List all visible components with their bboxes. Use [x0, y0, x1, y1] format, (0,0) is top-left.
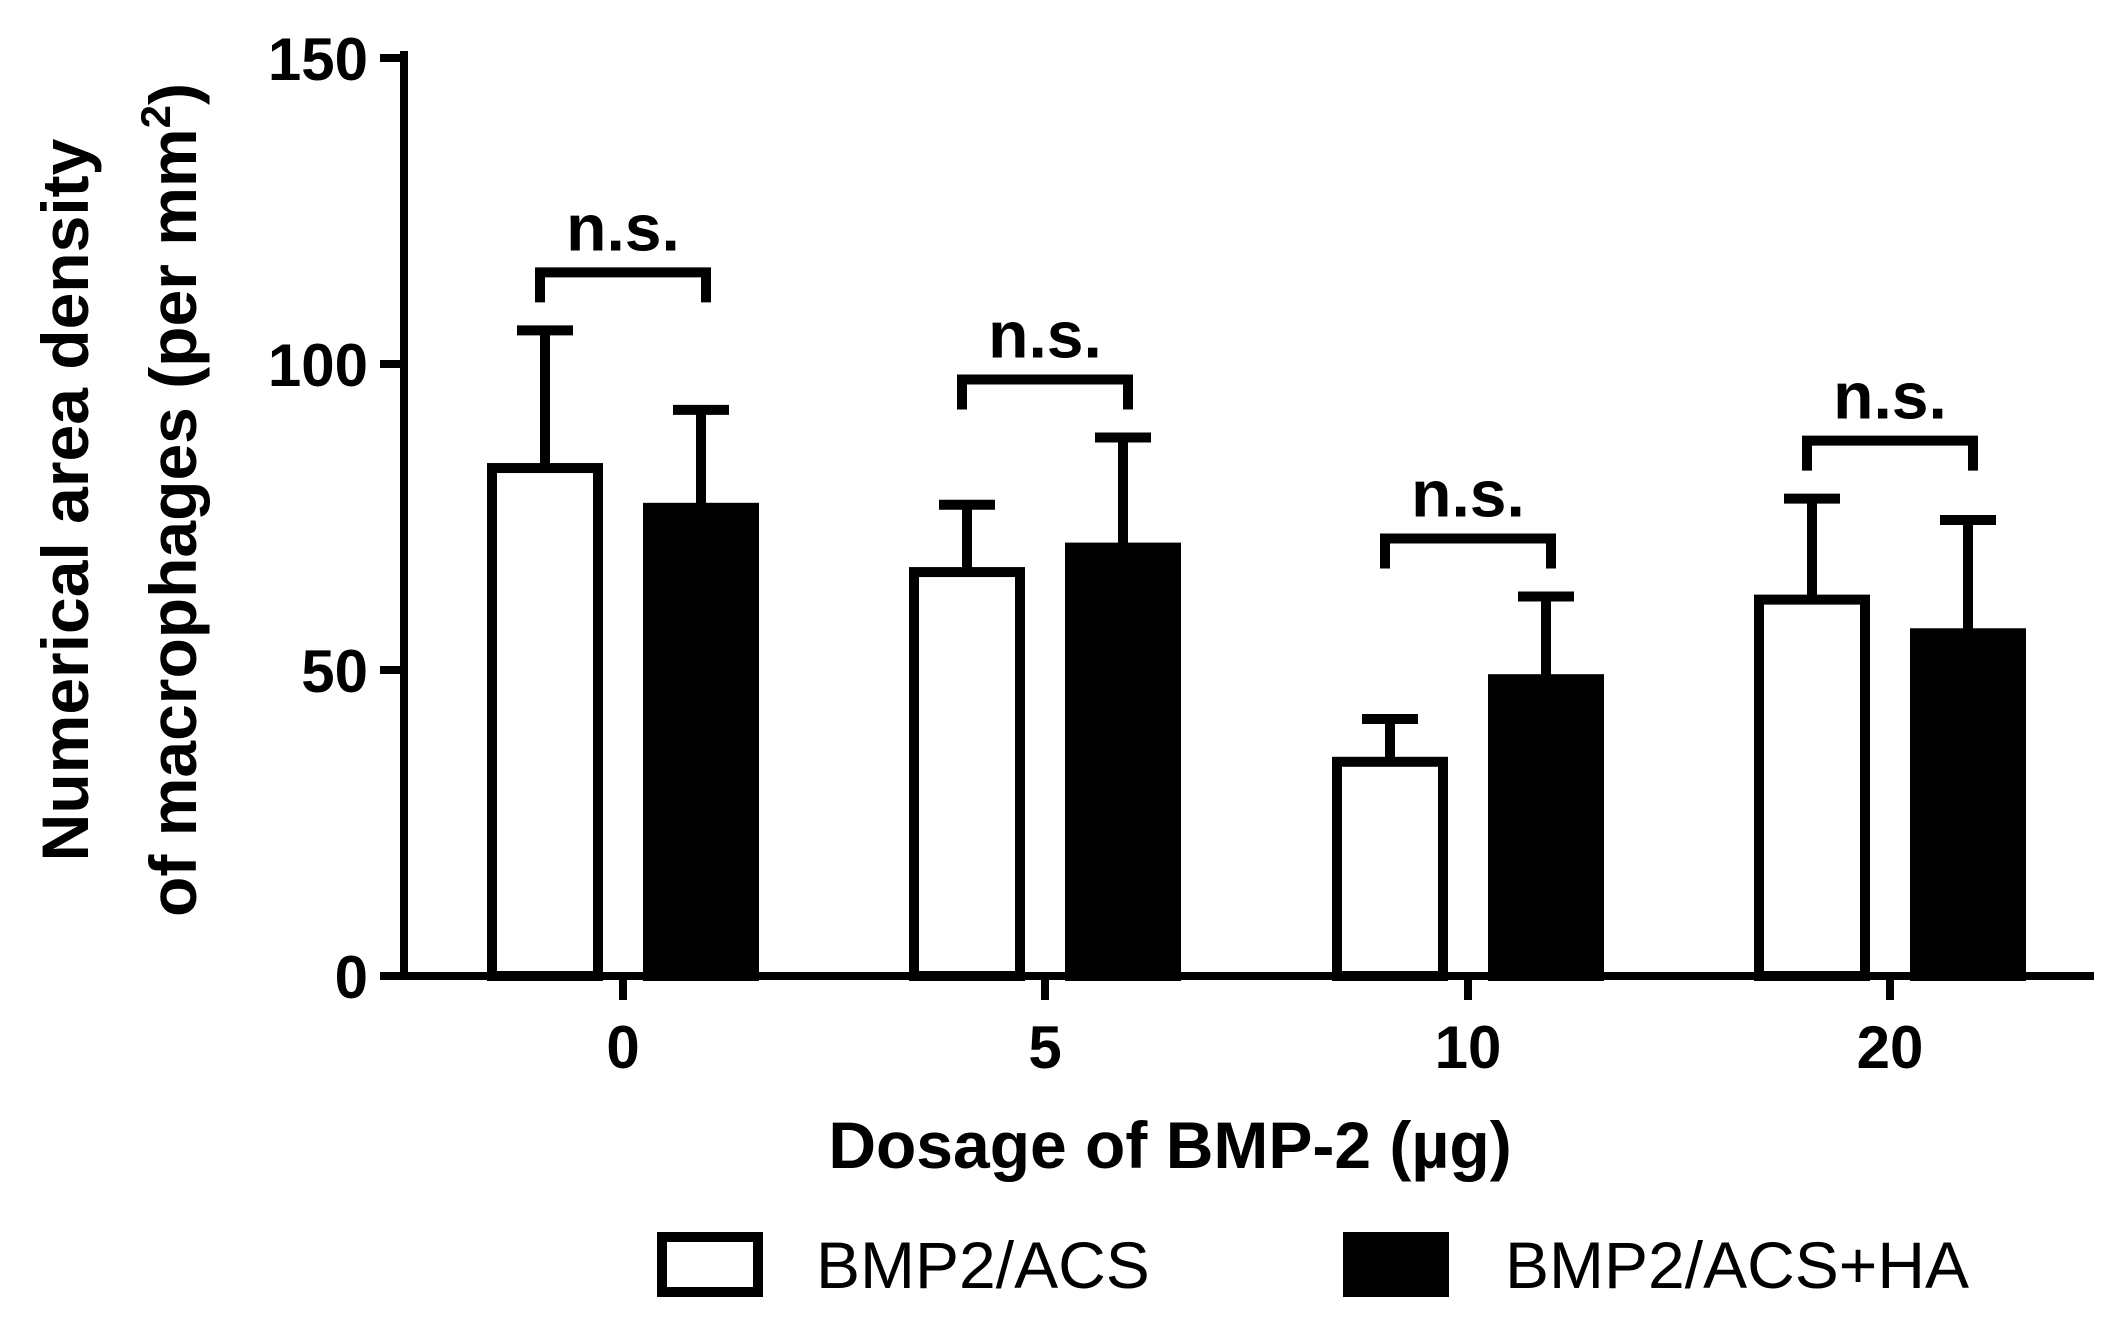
legend-label-series-2: BMP2/ACS+HA [1505, 1228, 1969, 1302]
x-tick-label: 10 [1435, 1014, 1502, 1081]
significance-label: n.s. [1833, 359, 1947, 433]
y-axis-title-line2-end: ) [136, 83, 210, 105]
legend-label-series-1: BMP2/ACS [816, 1228, 1150, 1302]
y-tick-label: 50 [301, 638, 368, 705]
legend-swatch-filled [1343, 1232, 1449, 1297]
bar [1910, 628, 2026, 982]
y-axis-title-line2: of macrophages (per mm2) [132, 83, 210, 917]
significance-bracket [1802, 435, 1978, 471]
bar [1065, 542, 1181, 981]
x-tick-label: 5 [1028, 1014, 1061, 1081]
y-axis-title-line1: Numerical area density [28, 138, 102, 861]
y-tick-label: 150 [268, 26, 368, 93]
bar [1754, 594, 1870, 981]
bar [1488, 674, 1604, 981]
x-ticks: 0 5 10 20 [606, 976, 1923, 1081]
significance-bracket [1380, 533, 1556, 569]
y-axis-title-line2-main: of macrophages (per mm [136, 128, 210, 917]
significance-label: n.s. [1411, 457, 1525, 531]
y-tick-label: 100 [268, 332, 368, 399]
x-axis-title: Dosage of BMP-2 (µg) [828, 1108, 1511, 1182]
y-ticks: 0 50 100 150 [268, 26, 404, 1011]
y-axis-title-superscript: 2 [132, 105, 179, 128]
bar [487, 463, 603, 981]
x-tick-label: 0 [606, 1014, 639, 1081]
legend-swatch-open [657, 1232, 763, 1297]
plot-area: n.s. n.s. n.s. n.s. [487, 190, 2026, 982]
significance-label: n.s. [566, 190, 680, 264]
y-tick-label: 0 [335, 944, 368, 1011]
x-tick-label: 20 [1857, 1014, 1924, 1081]
bar [1332, 756, 1448, 981]
significance-bracket [535, 267, 711, 303]
significance-label: n.s. [988, 297, 1102, 371]
bar [909, 567, 1025, 982]
significance-bracket [957, 374, 1133, 410]
legend: BMP2/ACS BMP2/ACS+HA [657, 1228, 1969, 1302]
bar [643, 502, 759, 981]
